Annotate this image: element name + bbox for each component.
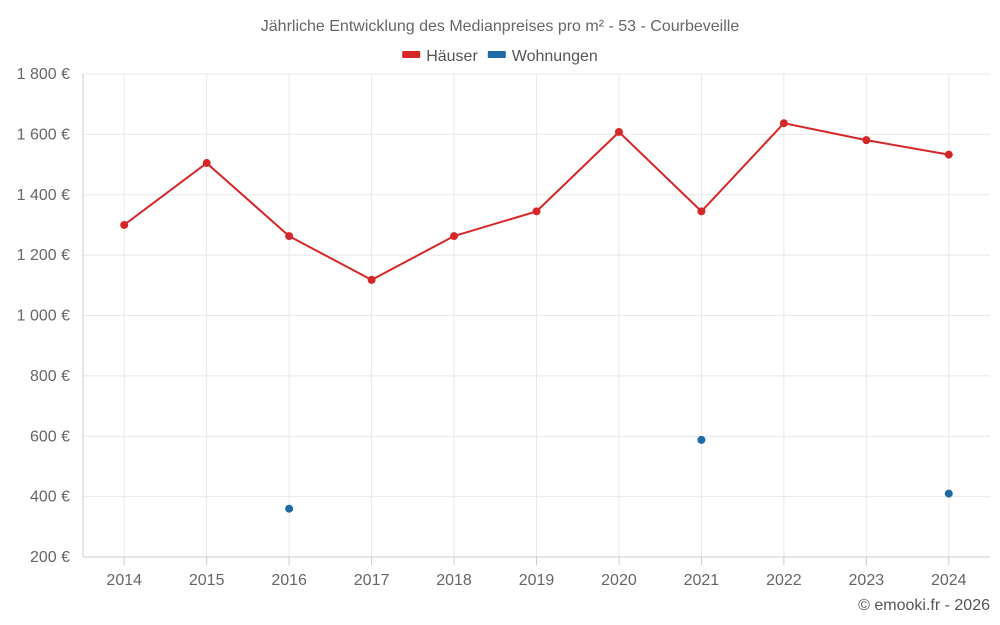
y-tick-label: 800 € (30, 368, 70, 385)
x-tick-label: 2014 (106, 572, 142, 589)
y-tick-label: 1 200 € (17, 247, 70, 264)
y-tick-label: 400 € (30, 489, 70, 506)
legend: Häuser Wohnungen (402, 48, 598, 65)
data-point (697, 207, 706, 216)
x-tick-label: 2018 (436, 572, 472, 589)
data-point (944, 489, 953, 498)
y-tick-label: 1 600 € (17, 126, 70, 143)
x-tick-label: 2020 (601, 572, 637, 589)
y-tick-label: 1 800 € (17, 66, 70, 83)
data-point (944, 150, 953, 159)
chart-title: Jährliche Entwicklung des Medianpreises … (261, 18, 740, 35)
x-tick-label: 2021 (684, 572, 720, 589)
x-tick-label: 2015 (189, 572, 225, 589)
axes: 200 € 400 € 600 € 800 € 1 000 € 1 200 € 1 400 … (17, 66, 990, 589)
y-tick-label: 600 € (30, 428, 70, 445)
x-tick-label: 2017 (354, 572, 390, 589)
data-point (285, 504, 294, 513)
series-0 (120, 119, 953, 284)
legend-label: Wohnungen (512, 48, 598, 65)
legend-item-0: Häuser (402, 48, 478, 65)
data-point (862, 136, 871, 145)
data-point (202, 159, 211, 168)
x-tick-label: 2022 (766, 572, 802, 589)
legend-swatch (402, 51, 421, 58)
data-point (614, 127, 623, 136)
data-point (779, 119, 788, 128)
credit-text: © emooki.fr - 2026 (858, 597, 990, 614)
y-tick-label: 200 € (30, 549, 70, 566)
series-1 (285, 435, 953, 513)
data-point (285, 232, 294, 241)
x-tick-label: 2023 (849, 572, 885, 589)
legend-item-1: Wohnungen (487, 48, 598, 65)
data-point (450, 232, 459, 241)
data-point (697, 435, 706, 444)
x-tick-label: 2019 (519, 572, 555, 589)
data-point (367, 275, 376, 284)
series-layer (120, 119, 953, 513)
x-tick-label: 2024 (931, 572, 967, 589)
x-tick-label: 2016 (271, 572, 307, 589)
grid (83, 73, 990, 557)
y-tick-label: 1 000 € (17, 308, 70, 325)
data-point (120, 220, 129, 229)
legend-label: Häuser (426, 48, 478, 65)
legend-swatch (487, 51, 506, 58)
data-point (532, 207, 541, 216)
y-tick-label: 1 400 € (17, 187, 70, 204)
